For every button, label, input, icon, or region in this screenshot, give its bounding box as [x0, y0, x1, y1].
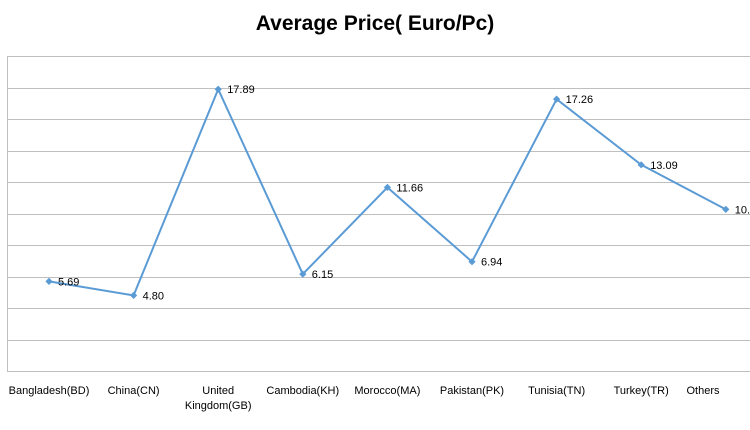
data-point: [722, 205, 730, 214]
data-label: 10.26: [735, 204, 750, 216]
x-tick-label: Others: [686, 385, 720, 397]
data-label: 17.26: [566, 94, 594, 106]
data-label: 5.69: [58, 276, 79, 288]
data-point: [553, 95, 561, 103]
data-point: [214, 85, 222, 93]
x-tick-label: Turkey(TR): [613, 385, 669, 397]
x-tick-label: United Kingdom(GB): [184, 385, 252, 412]
data-point: [383, 183, 391, 191]
x-tick-label: China(CN): [107, 385, 160, 397]
chart-title: Average Price( Euro/Pc): [255, 12, 495, 35]
x-tick-label: Pakistan(PK): [439, 385, 505, 397]
x-tick-label: Tunisia(TN): [528, 385, 586, 397]
data-label: 6.15: [312, 269, 333, 281]
data-label: 6.94: [481, 257, 502, 269]
data-label: 11.66: [396, 182, 423, 194]
data-label: 17.89: [227, 84, 255, 96]
data-label: 4.80: [143, 290, 164, 302]
data-point: [637, 161, 645, 169]
data-label: 13.09: [650, 160, 678, 172]
x-tick-label: Cambodia(KH): [266, 385, 340, 397]
series-line: [48, 88, 727, 297]
data-point: [130, 291, 138, 299]
data-point: [468, 258, 476, 266]
data-point: [299, 270, 307, 278]
x-tick-label: Morocco(MA): [354, 385, 421, 397]
x-tick-label: Bangladesh(BD): [8, 385, 90, 397]
data-point: [45, 277, 53, 285]
